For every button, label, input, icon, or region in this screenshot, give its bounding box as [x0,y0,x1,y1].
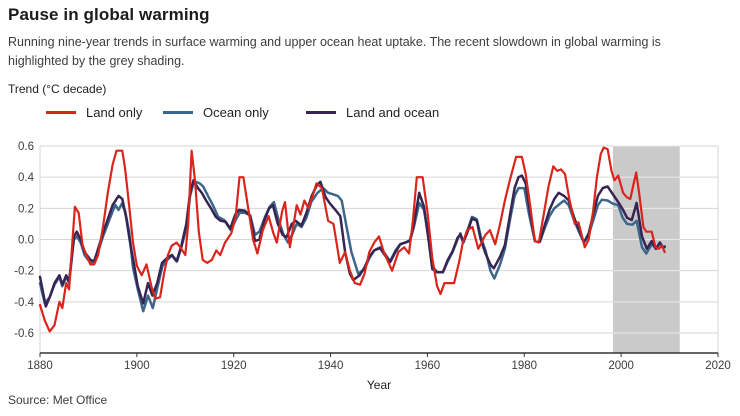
legend-item-ocean-only: Ocean only [163,103,269,121]
x-axis-title: Year [367,378,391,392]
y-tick-label: 0.4 [18,172,35,184]
chart-subtitle: Running nine-year trends in surface warm… [8,35,661,68]
y-tick-label: -0.4 [14,297,34,309]
y-tick-label: 0.6 [18,141,34,153]
y-axis-title: Trend (°C decade) [8,82,107,96]
land-and-ocean-line-swatch [306,110,336,114]
x-tick-label: 1980 [511,360,537,372]
x-tick-label: 1880 [27,360,53,372]
source-note: Source: Met Office [8,393,108,407]
y-tick-label: 0.2 [18,203,34,215]
x-tick-label: 1920 [221,360,247,372]
x-tick-label: 2020 [705,360,731,372]
x-tick-label: 1900 [124,360,150,372]
y-tick-label: -0.2 [14,266,34,278]
y-tick-label: -0.6 [14,328,34,340]
page-title: Pause in global warming [8,5,210,24]
x-tick-label: 2000 [608,360,634,372]
legend-label: Land only [86,104,143,120]
legend-item-land-and-ocean: Land and ocean [306,103,439,121]
legend-item-land-only: Land only [46,103,142,121]
x-tick-label: 1960 [415,360,441,372]
series-land-and-ocean [38,174,666,308]
legend-label: Land and ocean [346,104,440,120]
y-tick-label: 0.0 [18,235,34,247]
legend-label: Ocean only [203,104,269,120]
series-land-only [38,146,666,333]
x-tick-label: 1940 [318,360,344,372]
land-only-line-swatch [46,110,76,114]
ocean-only-line-swatch [163,110,193,114]
